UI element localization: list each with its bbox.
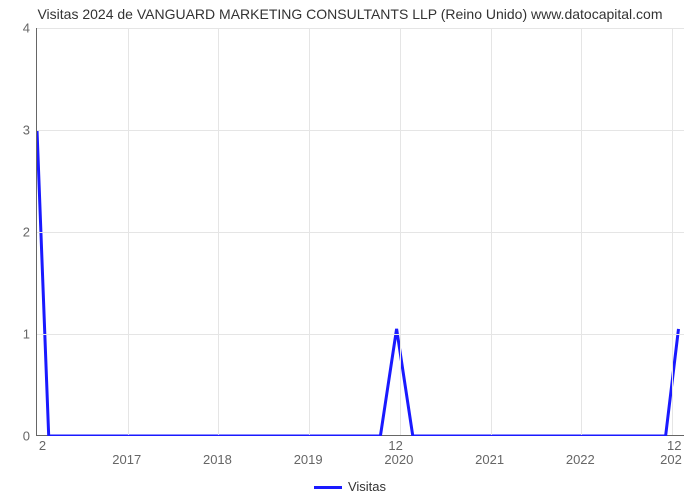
xtick-label: 2017 [112, 452, 141, 467]
xtick-label: 2019 [294, 452, 323, 467]
plot-area [36, 28, 684, 436]
gridline-vertical [218, 28, 219, 435]
legend: Visitas [0, 479, 700, 494]
gridline-vertical [128, 28, 129, 435]
gridline-horizontal [37, 130, 684, 131]
gridline-vertical [400, 28, 401, 435]
xtick-label: 2018 [203, 452, 232, 467]
data-point-label: 12 [388, 438, 402, 453]
data-point-label: 12 [667, 438, 681, 453]
data-point-label: 2 [39, 438, 46, 453]
legend-swatch [314, 486, 342, 489]
ytick-label: 1 [6, 327, 30, 342]
gridline-horizontal [37, 232, 684, 233]
ytick-label: 4 [6, 21, 30, 36]
xtick-label: 2021 [475, 452, 504, 467]
xtick-label: 2020 [384, 452, 413, 467]
xtick-label: 2022 [566, 452, 595, 467]
gridline-vertical [672, 28, 673, 435]
line-chart: Visitas 2024 de VANGUARD MARKETING CONSU… [0, 0, 700, 500]
ytick-label: 2 [6, 225, 30, 240]
gridline-vertical [581, 28, 582, 435]
xtick-label: 202 [660, 452, 682, 467]
ytick-label: 0 [6, 429, 30, 444]
gridline-horizontal [37, 334, 684, 335]
ytick-label: 3 [6, 123, 30, 138]
gridline-vertical [309, 28, 310, 435]
legend-label: Visitas [348, 479, 386, 494]
gridline-vertical [491, 28, 492, 435]
gridline-horizontal [37, 28, 684, 29]
chart-title: Visitas 2024 de VANGUARD MARKETING CONSU… [0, 6, 700, 22]
